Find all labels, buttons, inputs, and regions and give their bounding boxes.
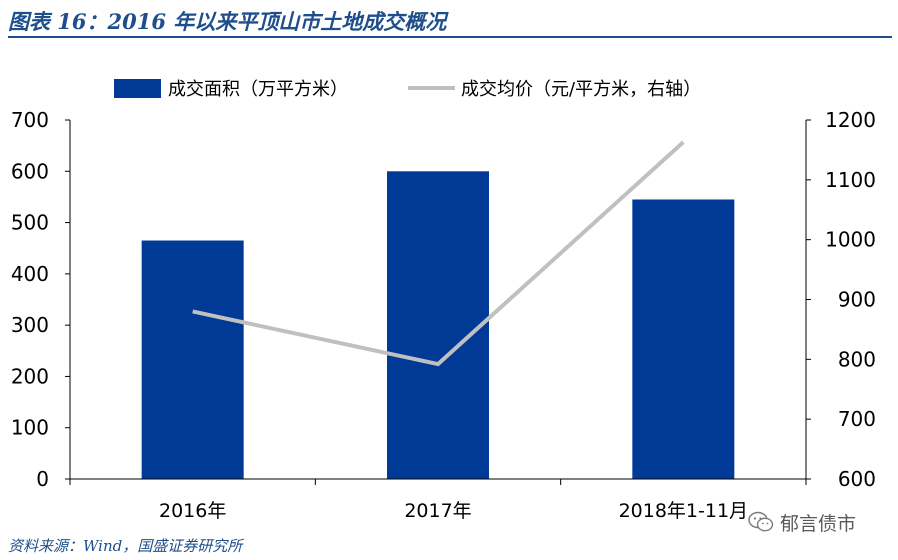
- left-tick-label-6: 600: [11, 159, 49, 183]
- left-tick-label-0: 0: [36, 467, 49, 491]
- left-tick-label-3: 300: [11, 313, 49, 337]
- right-tick-label-1: 700: [838, 407, 876, 431]
- right-tick-label-4: 1000: [825, 228, 876, 252]
- right-tick-label-2: 800: [838, 347, 876, 371]
- legend-bar-swatch: [114, 79, 161, 98]
- right-tick-label-3: 900: [838, 288, 876, 312]
- source-note: 资料来源：Wind，国盛证券研究所: [8, 537, 243, 555]
- x-label-0: 2016年: [159, 500, 226, 522]
- title-divider: [8, 36, 892, 38]
- bar-2: [632, 199, 735, 479]
- right-tick-label-0: 600: [838, 467, 876, 491]
- bar-0: [141, 240, 244, 479]
- legend-line-label: 成交均价（元/平方米，右轴）: [461, 79, 701, 100]
- bar-1: [387, 171, 489, 480]
- right-tick-label-5: 1100: [825, 168, 876, 192]
- left-tick-label-5: 500: [11, 211, 49, 235]
- right-tick-label-6: 1200: [825, 108, 876, 132]
- x-label-1: 2017年: [404, 500, 471, 522]
- legend-bar-label: 成交面积（万平方米）: [168, 79, 348, 100]
- wechat-icon: [748, 511, 774, 532]
- left-tick-label-4: 400: [11, 262, 49, 286]
- watermark: 郁言债市: [748, 506, 856, 538]
- left-tick-label-1: 100: [11, 416, 49, 440]
- left-tick-label-2: 200: [11, 364, 49, 388]
- figure-title: 图表 16：2016 年以来平顶山市土地成交概况: [8, 9, 447, 34]
- x-label-2: 2018年1-11月: [619, 500, 748, 522]
- left-tick-label-7: 700: [11, 108, 49, 132]
- watermark-text: 郁言债市: [780, 512, 857, 535]
